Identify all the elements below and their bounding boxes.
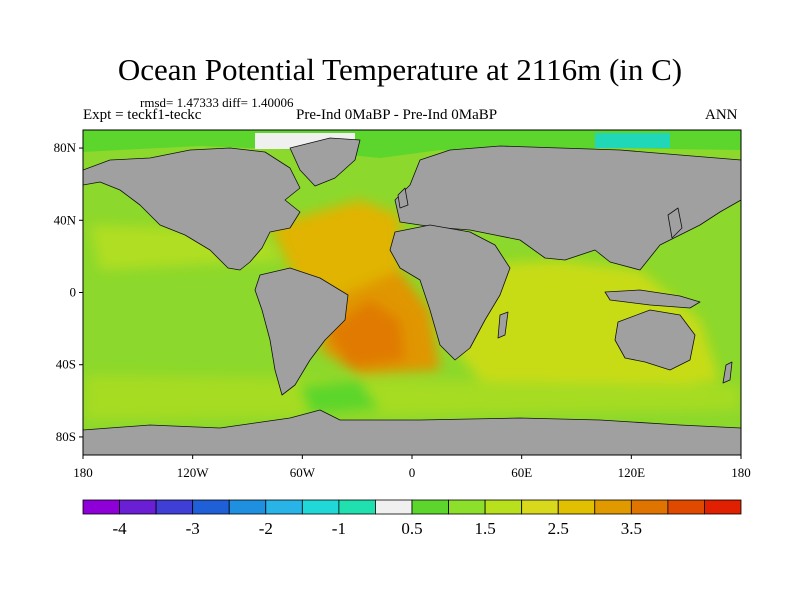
lon-tick-label: 120E (618, 465, 646, 480)
lon-tick-label: 180 (731, 465, 751, 480)
colorbar-label: -3 (186, 519, 200, 538)
lat-tick-label: 80S (56, 429, 76, 444)
colorbar-swatch (228, 499, 267, 515)
colorbar-label: 0.5 (401, 519, 422, 538)
experiment-label: Expt = teckf1-teckc (83, 107, 202, 123)
map-panel (83, 130, 741, 455)
colorbar: -4 -3 -2 -1 0.5 1.5 2.5 3.5 (82, 499, 742, 538)
lon-tick-label: 60W (290, 465, 316, 480)
colorbar-swatch (411, 499, 449, 515)
colorbar-swatch (82, 499, 120, 515)
lat-tick-label: 80N (54, 140, 77, 155)
landmass-new-zealand (722, 361, 733, 384)
landmass-south-america (254, 267, 349, 396)
stats-label: rmsd= 1.47333 diff= 1.40006 (140, 95, 294, 110)
land-masses (83, 137, 741, 455)
lon-tick-label: 60E (511, 465, 532, 480)
latitude-axis: 80N 40N 0 40S 80S (54, 140, 83, 444)
arctic-cold-patch (595, 133, 670, 148)
arctic-field (83, 130, 741, 158)
colorbar-swatch (448, 499, 486, 515)
colorbar-label: 1.5 (474, 519, 495, 538)
colorbar-swatch (265, 499, 303, 515)
landmass-madagascar (497, 311, 509, 339)
colorbar-swatch (521, 499, 559, 515)
colorbar-swatch (630, 499, 669, 515)
longitude-axis: 180 120W 60W 0 60E 120E 180 (73, 455, 751, 480)
lat-tick-label: 0 (70, 285, 77, 300)
landmass-britain (397, 187, 409, 209)
colorbar-swatch (375, 499, 413, 515)
colorbar-swatch (192, 499, 230, 515)
landmass-indonesia (604, 289, 701, 309)
colorbar-label: -2 (259, 519, 273, 538)
landmass-north-america (83, 147, 301, 271)
colorbar-label: -4 (112, 519, 127, 538)
colorbar-swatch (301, 499, 340, 515)
lon-tick-label: 180 (73, 465, 93, 480)
landmass-japan (667, 207, 683, 239)
landmass-africa (389, 224, 511, 361)
southern-ocean-field (85, 375, 740, 420)
colorbar-label: -1 (332, 519, 346, 538)
season-label: ANN (705, 107, 738, 123)
colorbar-swatch (594, 499, 632, 515)
subtitle-label: Pre-Ind 0MaBP - Pre-Ind 0MaBP (296, 107, 498, 123)
colorbar-swatch (155, 499, 194, 515)
landmass-eurasia (394, 145, 741, 271)
southern-cool-spot (300, 380, 380, 415)
colorbar-swatch (119, 499, 157, 515)
lon-tick-label: 0 (409, 465, 416, 480)
lat-tick-label: 40N (54, 212, 77, 227)
colorbar-swatch (338, 499, 376, 515)
landmass-antarctica (83, 409, 741, 455)
colorbar-swatch (484, 499, 523, 515)
colorbar-swatch (667, 499, 705, 515)
colorbar-label: 2.5 (548, 519, 569, 538)
colorbar-swatch (704, 499, 742, 515)
colorbar-label: 3.5 (621, 519, 642, 538)
lon-tick-label: 120W (177, 465, 210, 480)
landmass-greenland (289, 137, 361, 187)
plot-title: Ocean Potential Temperature at 2116m (in… (117, 52, 683, 87)
lat-tick-label: 40S (56, 357, 76, 372)
landmass-australia (614, 309, 696, 371)
colorbar-swatch (557, 499, 596, 515)
